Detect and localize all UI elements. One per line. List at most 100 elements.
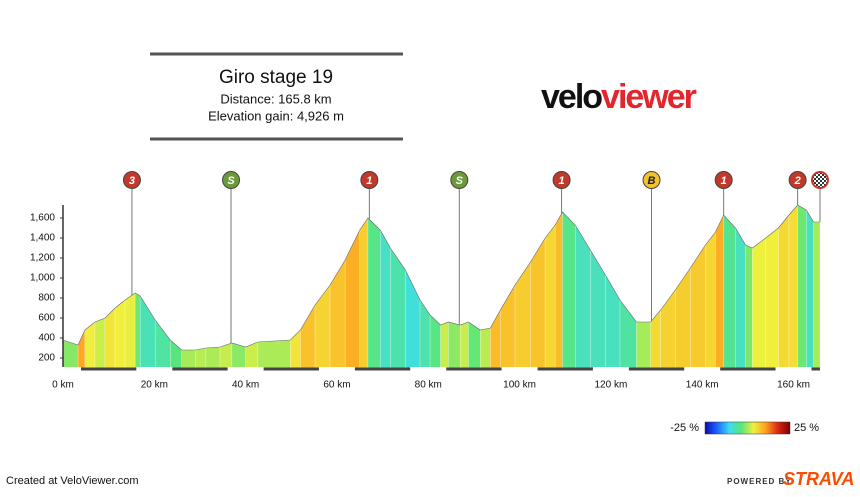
profile-segment (735, 227, 746, 369)
marker (642, 171, 661, 189)
profile-segment (155, 319, 171, 369)
logo-part: velo (541, 78, 602, 116)
credit: Created at VeloViewer.com (6, 475, 138, 487)
profile-segment (114, 299, 126, 369)
y-tick-label: 200 (38, 353, 55, 364)
x-tick-label: 60 km (323, 380, 350, 391)
profile-segment (636, 321, 651, 369)
profile-segment (480, 327, 491, 369)
profile-segment (344, 229, 360, 369)
x-axis-gap (318, 367, 355, 372)
profile-segment (723, 214, 736, 369)
profile-segment (460, 321, 469, 369)
profile-segment (619, 299, 637, 369)
powered-by: POWERED BY (727, 477, 792, 486)
profile-segment (245, 341, 259, 369)
x-axis-gap (136, 367, 173, 372)
profile-segment (181, 349, 196, 369)
profile-segment (300, 304, 316, 369)
profile-segment (813, 221, 821, 369)
profile-segment (562, 211, 576, 369)
profile-segment (134, 292, 141, 369)
x-tick-label: 120 km (594, 380, 627, 391)
profile-segment (290, 329, 301, 369)
profile-segment (514, 261, 531, 369)
x-axis-gap (227, 367, 264, 372)
marker (450, 171, 469, 189)
stage-title: Giro stage 19 (219, 67, 333, 88)
profile-segment (778, 214, 790, 369)
x-axis-gap (45, 367, 81, 372)
profile-segment (544, 224, 556, 369)
colorbar (704, 421, 791, 435)
y-tick-label: 800 (38, 293, 55, 304)
profile-segment (104, 307, 116, 369)
marker-label: 3 (129, 175, 135, 187)
colorbar-label: -25 % (670, 422, 699, 434)
profile-segment (660, 289, 676, 369)
plot: 200 400 600 800 1,000 1,200 1,400 1,600 0 km 20 k… (30, 171, 829, 391)
marker-label: 1 (721, 175, 727, 187)
elevation-gain: Elevation gain: 4,926 m (208, 108, 344, 123)
profile-segment (690, 244, 706, 369)
profile-segment (94, 317, 106, 369)
profile-outline (62, 204, 820, 351)
profile-segment (605, 274, 621, 369)
profile-segment (257, 339, 291, 369)
finish-marker (811, 171, 829, 189)
profile-segment (752, 237, 766, 369)
profile-segment (797, 204, 807, 369)
profile-segment (77, 329, 86, 369)
x-axis-gap (410, 367, 447, 372)
marker-label: 2 (794, 175, 801, 187)
marker (222, 171, 241, 189)
profile-segment (231, 342, 246, 369)
profile-segment (380, 229, 391, 369)
x-axis-gap (775, 367, 812, 372)
profile-segment (359, 217, 369, 369)
strava-brand: STRAVA (783, 469, 854, 489)
profile-segment (139, 295, 156, 369)
profile-segment (219, 342, 233, 369)
profile-segment (705, 231, 716, 369)
logo-part: viewer (601, 78, 697, 116)
x-tick-label: 160 km (777, 380, 810, 391)
x-tick-label: 100 km (503, 380, 536, 391)
marker (788, 171, 807, 189)
marker-label: S (456, 175, 464, 187)
marker (360, 171, 379, 189)
profile-segment (419, 299, 431, 369)
y-tick-label: 600 (38, 313, 55, 324)
profile-segment (590, 249, 606, 369)
profile-segment (440, 321, 449, 369)
profile-segment (195, 347, 207, 369)
y-tick-label: 1,200 (30, 253, 55, 264)
profile-segment (124, 292, 136, 369)
marker (714, 171, 733, 189)
x-axis-gap (592, 367, 629, 372)
x-axis-gap (501, 367, 538, 372)
profile-segment (715, 214, 724, 369)
y-tick-label: 1,600 (30, 213, 55, 224)
profile-segment (205, 346, 221, 369)
profile-segment (170, 339, 182, 369)
x-tick-label: 80 km (415, 380, 442, 391)
profile-segment (554, 211, 563, 369)
x-tick-label: 40 km (232, 380, 259, 391)
marker-label: 1 (366, 175, 372, 187)
profile-segment (745, 244, 753, 369)
profile-segment (788, 204, 798, 369)
profile-segment (314, 284, 331, 369)
profile-segment (806, 209, 814, 369)
marker-label: B (648, 175, 656, 187)
x-axis-gap (684, 367, 721, 372)
marker-label: S (227, 175, 235, 187)
distance: Distance: 165.8 km (220, 91, 331, 106)
marker (552, 171, 571, 189)
profile-segment (329, 259, 346, 369)
y-tick-label: 400 (38, 333, 55, 344)
profile-segment (650, 309, 661, 369)
profile-segment (675, 267, 691, 369)
x-tick-label: 0 km (52, 380, 74, 391)
